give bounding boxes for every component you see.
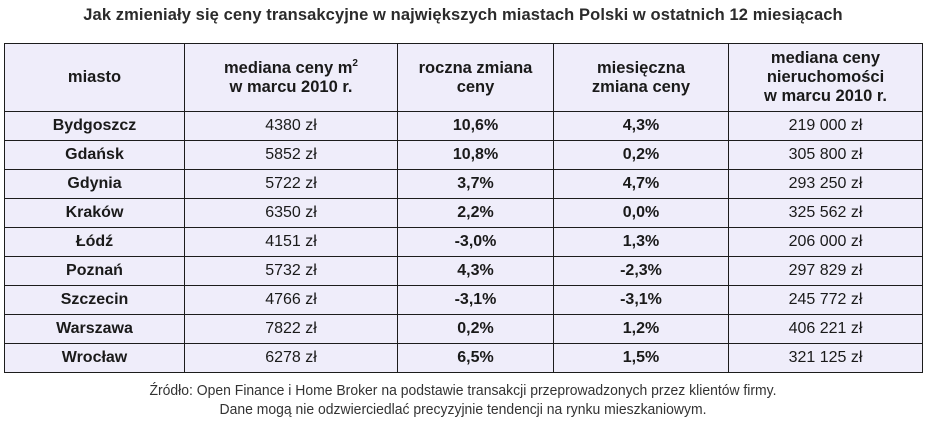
header-row: miasto mediana ceny m2 w marcu 2010 r. r… bbox=[4, 43, 923, 112]
header-price-m2: mediana ceny m2 w marcu 2010 r. bbox=[184, 43, 398, 112]
header-property-line1: mediana ceny bbox=[770, 49, 881, 67]
cell-price-m2: 5722 zł bbox=[184, 169, 398, 199]
cell-annual-change: 3,7% bbox=[397, 169, 554, 199]
cell-monthly-change: 1,2% bbox=[553, 314, 729, 344]
cell-price-m2: 4380 zł bbox=[184, 111, 398, 141]
header-annual-line1: roczna zmiana bbox=[418, 58, 533, 77]
cell-city: Bydgoszcz bbox=[4, 111, 185, 141]
cell-price-m2: 5732 zł bbox=[184, 256, 398, 286]
cell-price-m2: 4151 zł bbox=[184, 227, 398, 257]
header-property-price: mediana ceny nieruchomości w marcu 2010 … bbox=[728, 43, 923, 112]
cell-monthly-change: 0,0% bbox=[553, 198, 729, 228]
cell-annual-change: 4,3% bbox=[397, 256, 554, 286]
cell-property-price: 297 829 zł bbox=[728, 256, 923, 286]
cell-city: Poznań bbox=[4, 256, 185, 286]
source-line-2: Dane mogą nie odzwierciedlać precyzyjnie… bbox=[219, 401, 707, 418]
cell-monthly-change: -3,1% bbox=[553, 285, 729, 315]
header-property-line2: nieruchomości bbox=[766, 68, 885, 86]
header-monthly-line1: miesięczna bbox=[596, 58, 686, 77]
cell-property-price: 321 125 zł bbox=[728, 343, 923, 373]
cell-property-price: 293 250 zł bbox=[728, 169, 923, 199]
header-price-m2-sup: 2 bbox=[352, 57, 358, 69]
table-row: Poznań 5732 zł 4,3% -2,3% 297 829 zł bbox=[4, 256, 923, 286]
table-row: Łódź 4151 zł -3,0% 1,3% 206 000 zł bbox=[4, 227, 923, 257]
cell-property-price: 305 800 zł bbox=[728, 140, 923, 170]
cell-price-m2: 5852 zł bbox=[184, 140, 398, 170]
header-monthly-line2: zmiana ceny bbox=[591, 77, 691, 96]
header-property-line3: w marcu 2010 r. bbox=[764, 87, 887, 105]
cell-price-m2: 7822 zł bbox=[184, 314, 398, 344]
table-row: Gdańsk 5852 zł 10,8% 0,2% 305 800 zł bbox=[4, 140, 923, 170]
cell-price-m2: 6278 zł bbox=[184, 343, 398, 373]
price-table: miasto mediana ceny m2 w marcu 2010 r. r… bbox=[4, 43, 923, 373]
cell-monthly-change: 1,3% bbox=[553, 227, 729, 257]
cell-monthly-change: 0,2% bbox=[553, 140, 729, 170]
source-line-1: Źródło: Open Finance i Home Broker na po… bbox=[149, 382, 777, 399]
cell-price-m2: 6350 zł bbox=[184, 198, 398, 228]
header-city-label: miasto bbox=[67, 68, 122, 86]
cell-city: Gdańsk bbox=[4, 140, 185, 170]
cell-property-price: 219 000 zł bbox=[728, 111, 923, 141]
cell-city: Kraków bbox=[4, 198, 185, 228]
cell-city: Gdynia bbox=[4, 169, 185, 199]
table-title: Jak zmieniały się ceny transakcyjne w na… bbox=[83, 6, 843, 24]
cell-monthly-change: 1,5% bbox=[553, 343, 729, 373]
cell-annual-change: 10,8% bbox=[397, 140, 554, 170]
cell-annual-change: 0,2% bbox=[397, 314, 554, 344]
header-price-m2-line1: mediana ceny m bbox=[224, 58, 353, 77]
header-annual-change: roczna zmiana ceny bbox=[397, 43, 554, 112]
cell-monthly-change: -2,3% bbox=[553, 256, 729, 286]
cell-annual-change: -3,0% bbox=[397, 227, 554, 257]
cell-city: Łódź bbox=[4, 227, 185, 257]
table-row: Wrocław 6278 zł 6,5% 1,5% 321 125 zł bbox=[4, 343, 923, 373]
cell-city: Warszawa bbox=[4, 314, 185, 344]
table-row: Bydgoszcz 4380 zł 10,6% 4,3% 219 000 zł bbox=[4, 111, 923, 141]
cell-property-price: 245 772 zł bbox=[728, 285, 923, 315]
cell-annual-change: 10,6% bbox=[397, 111, 554, 141]
cell-property-price: 206 000 zł bbox=[728, 227, 923, 257]
cell-annual-change: 2,2% bbox=[397, 198, 554, 228]
cell-annual-change: -3,1% bbox=[397, 285, 554, 315]
header-annual-line2: ceny bbox=[456, 77, 495, 96]
source-note: Źródło: Open Finance i Home Broker na po… bbox=[32, 381, 893, 419]
table-row: Gdynia 5722 zł 3,7% 4,7% 293 250 zł bbox=[4, 169, 923, 199]
header-city: miasto bbox=[4, 43, 185, 112]
cell-property-price: 325 562 zł bbox=[728, 198, 923, 228]
header-price-m2-line2: w marcu 2010 r. bbox=[229, 77, 353, 96]
cell-monthly-change: 4,3% bbox=[553, 111, 729, 141]
header-monthly-change: miesięczna zmiana ceny bbox=[553, 43, 729, 112]
cell-annual-change: 6,5% bbox=[397, 343, 554, 373]
table-row: Szczecin 4766 zł -3,1% -3,1% 245 772 zł bbox=[4, 285, 923, 315]
cell-city: Wrocław bbox=[4, 343, 185, 373]
table-row: Kraków 6350 zł 2,2% 0,0% 325 562 zł bbox=[4, 198, 923, 228]
cell-price-m2: 4766 zł bbox=[184, 285, 398, 315]
cell-city: Szczecin bbox=[4, 285, 185, 315]
cell-property-price: 406 221 zł bbox=[728, 314, 923, 344]
cell-monthly-change: 4,7% bbox=[553, 169, 729, 199]
table-row: Warszawa 7822 zł 0,2% 1,2% 406 221 zł bbox=[4, 314, 923, 344]
